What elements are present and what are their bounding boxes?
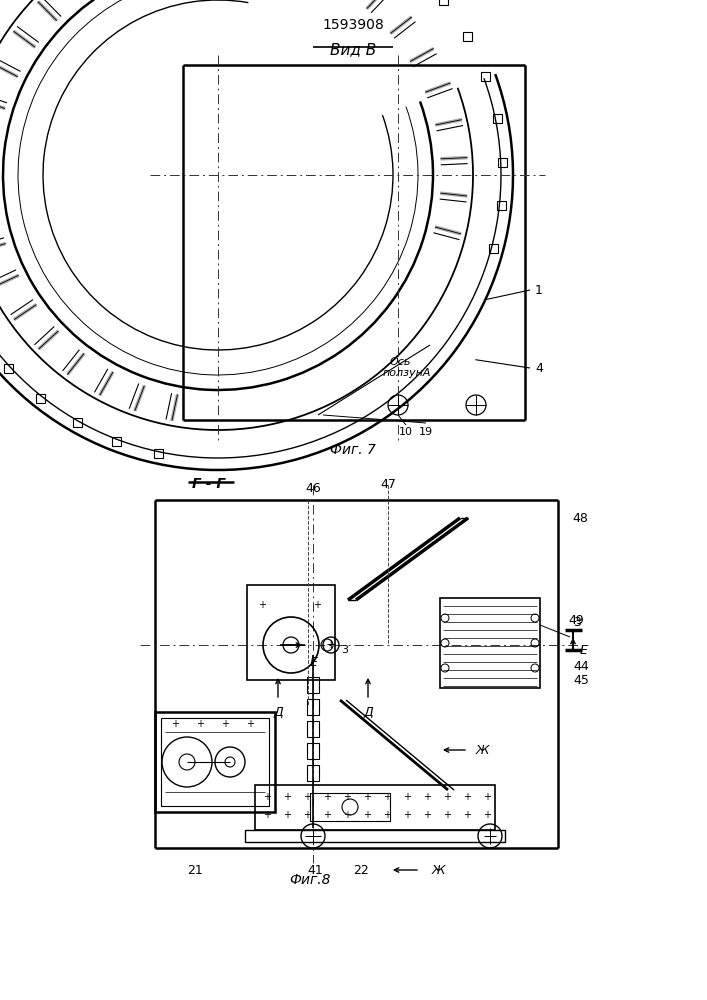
- Bar: [245, 830, 505, 842]
- Bar: [498, 158, 507, 167]
- Bar: [440, 598, 540, 688]
- Text: +: +: [423, 810, 431, 820]
- Bar: [481, 72, 490, 81]
- Bar: [310, 793, 390, 821]
- Bar: [307, 743, 319, 759]
- Bar: [438, 0, 448, 5]
- Text: 4: 4: [535, 361, 543, 374]
- Text: +: +: [343, 810, 351, 820]
- Text: +: +: [283, 810, 291, 820]
- Bar: [36, 394, 45, 403]
- Text: 49: 49: [568, 613, 584, 626]
- Bar: [489, 244, 498, 253]
- Text: +: +: [383, 792, 391, 802]
- Text: +: +: [483, 792, 491, 802]
- Text: Д: Д: [273, 706, 283, 718]
- Text: 19: 19: [419, 427, 433, 437]
- Bar: [161, 718, 269, 806]
- Text: +: +: [263, 792, 271, 802]
- Bar: [462, 32, 472, 41]
- Text: 46: 46: [305, 482, 321, 494]
- Text: +: +: [283, 792, 291, 802]
- Text: +: +: [313, 600, 321, 610]
- Text: Ж: Ж: [476, 744, 489, 756]
- Bar: [307, 699, 319, 715]
- Text: 1593908: 1593908: [322, 18, 384, 32]
- Text: +: +: [443, 792, 451, 802]
- Bar: [73, 418, 82, 427]
- Text: 3: 3: [573, 616, 581, 630]
- Text: 47: 47: [380, 478, 396, 490]
- Text: 1: 1: [535, 284, 543, 296]
- Text: +: +: [403, 810, 411, 820]
- Text: +: +: [196, 719, 204, 729]
- Text: +: +: [326, 639, 337, 652]
- Text: +: +: [221, 719, 229, 729]
- Text: +: +: [323, 810, 331, 820]
- Text: 3: 3: [341, 645, 348, 655]
- Bar: [155, 712, 275, 812]
- Text: +: +: [463, 792, 471, 802]
- Text: +: +: [263, 810, 271, 820]
- Text: +: +: [443, 810, 451, 820]
- Text: 10: 10: [399, 427, 413, 437]
- Text: Ось: Ось: [390, 357, 411, 367]
- Text: +: +: [363, 810, 371, 820]
- Text: 41: 41: [307, 863, 323, 876]
- Text: E: E: [310, 656, 318, 670]
- Bar: [4, 364, 13, 373]
- Bar: [493, 114, 502, 123]
- Text: +: +: [483, 810, 491, 820]
- Text: +: +: [423, 792, 431, 802]
- Text: Фиг.8: Фиг.8: [289, 873, 331, 887]
- Bar: [307, 721, 319, 737]
- Text: 21: 21: [187, 863, 203, 876]
- Text: 45: 45: [573, 674, 589, 686]
- Text: +: +: [323, 792, 331, 802]
- Bar: [307, 677, 319, 693]
- Text: Вид В: Вид В: [330, 42, 376, 57]
- Bar: [307, 765, 319, 781]
- Text: +: +: [258, 600, 266, 610]
- Bar: [255, 785, 495, 830]
- Bar: [154, 449, 163, 458]
- Text: Д: Д: [363, 706, 373, 718]
- Text: +: +: [303, 792, 311, 802]
- Bar: [112, 437, 122, 446]
- Text: 48: 48: [572, 512, 588, 524]
- Bar: [247, 585, 335, 680]
- Text: Ж: Ж: [432, 863, 445, 876]
- Text: Г - Г: Г - Г: [192, 477, 226, 491]
- Text: Фиг. 7: Фиг. 7: [330, 443, 376, 457]
- Text: E: E: [580, 644, 588, 656]
- Text: +: +: [171, 719, 179, 729]
- Text: ползунА: ползунА: [383, 368, 431, 378]
- Text: +: +: [363, 792, 371, 802]
- Bar: [497, 201, 506, 210]
- Text: 44: 44: [573, 660, 589, 674]
- Text: 22: 22: [353, 863, 369, 876]
- Text: +: +: [246, 719, 254, 729]
- Text: +: +: [343, 792, 351, 802]
- Text: +: +: [383, 810, 391, 820]
- Text: +: +: [403, 792, 411, 802]
- Text: +: +: [303, 810, 311, 820]
- Text: +: +: [463, 810, 471, 820]
